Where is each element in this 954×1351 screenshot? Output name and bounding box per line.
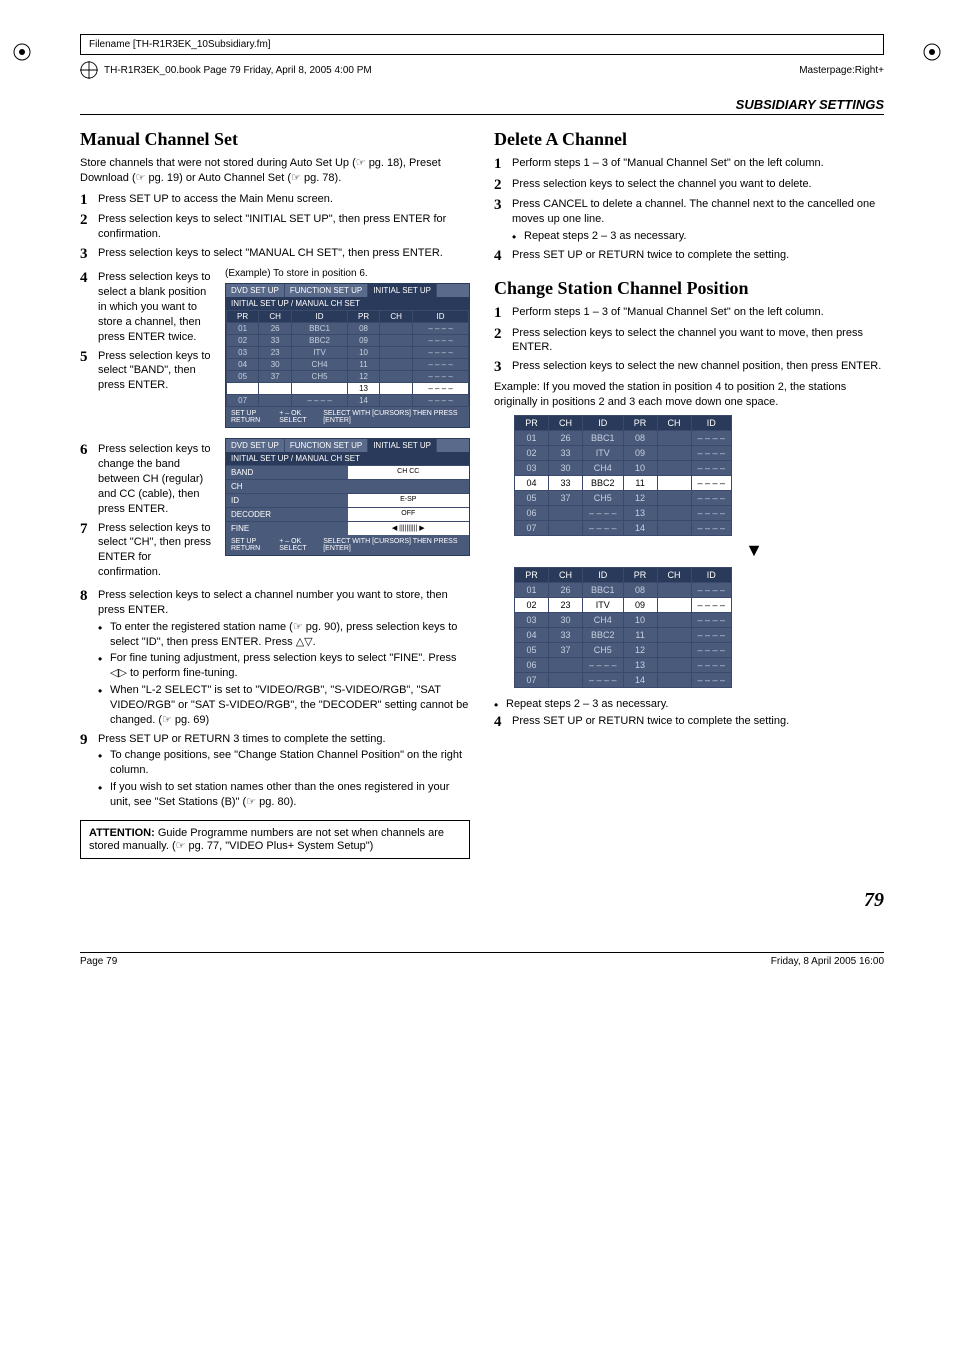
step5: Press selection keys to select "BAND", t… <box>98 349 215 394</box>
step8-bullet2: For fine tuning adjustment, press select… <box>98 651 470 681</box>
step8-bullet3: When "L-2 SELECT" is set to "VIDEO/RGB",… <box>98 683 470 728</box>
step8: Press selection keys to select a channel… <box>98 589 448 616</box>
menu2-rows: BANDCH CCCHIDE-SPDECODEROFFFINE◀ |||||||… <box>226 465 469 535</box>
menu1-tab-3: INITIAL SET UP <box>368 284 437 297</box>
arrow-down-icon: ▼ <box>624 540 884 561</box>
bookline-text: TH-R1R3EK_00.book Page 79 Friday, April … <box>104 65 372 76</box>
menu1-subtitle: INITIAL SET UP / MANUAL CH SET <box>226 297 469 310</box>
d-step4: Press SET UP or RETURN twice to complete… <box>512 248 884 265</box>
step7: Press selection keys to select "CH", the… <box>98 521 215 580</box>
step2: Press selection keys to select "INITIAL … <box>98 212 470 242</box>
intro-text: Store channels that were not stored duri… <box>80 156 470 186</box>
c-step2: Press selection keys to select the chann… <box>512 326 884 356</box>
menu2-subtitle: INITIAL SET UP / MANUAL CH SET <box>226 452 469 465</box>
menu1-tab-2: FUNCTION SET UP <box>285 284 368 297</box>
c-step4: Press SET UP or RETURN twice to complete… <box>512 714 884 731</box>
step8-bullet1: To enter the registered station name (☞ … <box>98 620 470 650</box>
menu1-footer: SET UP RETURN + – OK SELECT SELECT WITH … <box>226 407 469 427</box>
page-number: 79 <box>80 889 884 912</box>
menu1-footer-right: SELECT WITH [CURSORS] THEN PRESS [ENTER] <box>323 410 464 424</box>
d-step1: Perform steps 1 – 3 of "Manual Channel S… <box>512 156 884 173</box>
step3: Press selection keys to select "MANUAL C… <box>98 246 470 263</box>
masterpage-text: Masterpage:Right+ <box>799 65 884 76</box>
book-icon <box>80 61 98 79</box>
c-example: Example: If you moved the station in pos… <box>494 380 884 410</box>
filename-box: Filename [TH-R1R3EK_10Subsidiary.fm] <box>80 34 884 55</box>
change-position-title: Change Station Channel Position <box>494 278 884 299</box>
attention-title: ATTENTION: <box>89 827 155 839</box>
attention-box: ATTENTION: Guide Programme numbers are n… <box>80 820 470 859</box>
menu2-tab-1: DVD SET UP <box>226 439 285 452</box>
d-step3-b1: Repeat steps 2 – 3 as necessary. <box>512 229 884 244</box>
menu1-footer-left: SET UP RETURN <box>231 410 279 424</box>
section-header: SUBSIDIARY SETTINGS <box>80 97 884 115</box>
menu-screenshot-1: DVD SET UP FUNCTION SET UP INITIAL SET U… <box>225 283 470 428</box>
step9-bullet1: To change positions, see "Change Station… <box>98 748 470 778</box>
step1: Press SET UP to access the Main Menu scr… <box>98 192 470 209</box>
print-mark-tr <box>920 40 944 64</box>
channel-table-before: PRCHIDPRCHID0126BBC108– – – –0233ITV09– … <box>514 415 732 536</box>
menu2-footer: SET UP RETURN + – OK SELECT SELECT WITH … <box>226 535 469 555</box>
d-step2: Press selection keys to select the chann… <box>512 177 884 194</box>
menu1-table: PRCHIDPRCHID0126BBC108– – – –0233BBC209–… <box>226 310 469 407</box>
channel-table-after: PRCHIDPRCHID0126BBC108– – – –0223ITV09– … <box>514 567 732 688</box>
header-row: TH-R1R3EK_00.book Page 79 Friday, April … <box>80 61 884 79</box>
print-mark-tl <box>10 40 34 64</box>
step6: Press selection keys to change the band … <box>98 442 215 516</box>
right-column: Delete A Channel Perform steps 1 – 3 of … <box>494 125 884 859</box>
example-label: (Example) To store in position 6. <box>225 268 470 279</box>
manual-channel-set-title: Manual Channel Set <box>80 129 470 150</box>
menu1-tab-1: DVD SET UP <box>226 284 285 297</box>
menu2-footer-left: SET UP RETURN <box>231 538 279 552</box>
menu2-footer-right: SELECT WITH [CURSORS] THEN PRESS [ENTER] <box>323 538 464 552</box>
step9: Press SET UP or RETURN 3 times to comple… <box>98 733 386 745</box>
c-step1: Perform steps 1 – 3 of "Manual Channel S… <box>512 305 884 322</box>
footer-line: Page 79 Friday, 8 April 2005 16:00 <box>80 952 884 967</box>
menu2-footer-mid: + – OK SELECT <box>279 538 323 552</box>
menu1-footer-mid: + – OK SELECT <box>279 410 323 424</box>
footer-right: Friday, 8 April 2005 16:00 <box>771 956 884 967</box>
menu-screenshot-2: DVD SET UP FUNCTION SET UP INITIAL SET U… <box>225 438 470 556</box>
step9-bullet2: If you wish to set station names other t… <box>98 780 470 810</box>
delete-channel-title: Delete A Channel <box>494 129 884 150</box>
step4: Press selection keys to select a blank p… <box>98 270 215 344</box>
c-step3: Press selection keys to select the new c… <box>512 359 884 376</box>
filename-text: Filename [TH-R1R3EK_10Subsidiary.fm] <box>89 39 271 50</box>
left-column: Manual Channel Set Store channels that w… <box>80 125 470 859</box>
footer-left: Page 79 <box>80 956 117 967</box>
menu2-tab-3: INITIAL SET UP <box>368 439 437 452</box>
d-step3: Press CANCEL to delete a channel. The ch… <box>512 198 875 225</box>
c-step4-b1: Repeat steps 2 – 3 as necessary. <box>494 698 884 710</box>
menu2-tab-2: FUNCTION SET UP <box>285 439 368 452</box>
